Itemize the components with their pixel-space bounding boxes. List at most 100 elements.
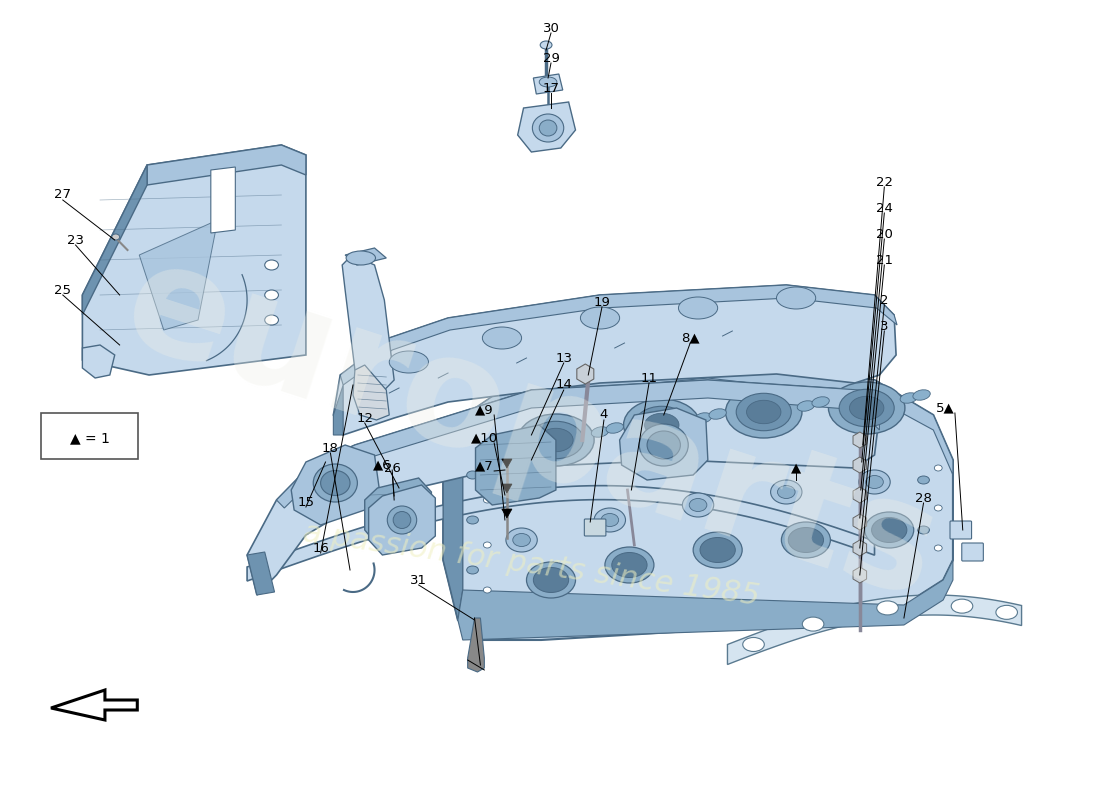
Ellipse shape (866, 475, 883, 489)
Ellipse shape (112, 234, 120, 240)
Ellipse shape (777, 287, 816, 309)
Ellipse shape (594, 508, 626, 532)
Text: 20: 20 (876, 227, 893, 241)
Text: 31: 31 (410, 574, 427, 586)
FancyBboxPatch shape (950, 521, 971, 539)
Ellipse shape (314, 464, 358, 502)
Ellipse shape (839, 390, 894, 426)
Ellipse shape (789, 527, 824, 553)
Text: 12: 12 (356, 411, 373, 425)
Ellipse shape (877, 601, 899, 615)
Text: ▲ = 1: ▲ = 1 (70, 431, 110, 445)
Ellipse shape (393, 511, 410, 529)
Text: a passion for parts since 1985: a passion for parts since 1985 (301, 518, 761, 611)
Ellipse shape (581, 307, 619, 329)
Polygon shape (82, 145, 306, 375)
Ellipse shape (606, 422, 624, 434)
Polygon shape (619, 408, 708, 480)
Ellipse shape (320, 470, 350, 495)
Ellipse shape (913, 390, 931, 400)
Polygon shape (345, 248, 386, 265)
Text: 5▲: 5▲ (936, 402, 955, 414)
Ellipse shape (389, 351, 429, 373)
Ellipse shape (742, 638, 764, 651)
Polygon shape (248, 486, 875, 581)
FancyBboxPatch shape (584, 519, 606, 536)
Ellipse shape (539, 428, 573, 452)
Text: ▲7: ▲7 (475, 459, 494, 473)
Ellipse shape (917, 526, 930, 534)
Text: 26: 26 (384, 462, 400, 474)
Text: ▲6: ▲6 (373, 458, 392, 471)
Ellipse shape (506, 528, 537, 552)
Ellipse shape (934, 465, 943, 471)
Polygon shape (727, 595, 1022, 665)
Text: 4: 4 (600, 409, 608, 422)
Text: 21: 21 (876, 254, 893, 266)
Text: 18: 18 (322, 442, 339, 454)
Text: 19: 19 (594, 295, 610, 309)
Ellipse shape (934, 505, 943, 511)
Text: ▲9: ▲9 (475, 403, 494, 417)
Ellipse shape (483, 542, 492, 548)
Text: europarts: europarts (107, 229, 956, 631)
Polygon shape (353, 365, 389, 420)
Polygon shape (534, 74, 563, 94)
Text: 13: 13 (556, 351, 572, 365)
Ellipse shape (612, 553, 647, 578)
Ellipse shape (771, 480, 802, 504)
Polygon shape (342, 255, 394, 390)
Ellipse shape (694, 413, 712, 423)
Ellipse shape (690, 498, 707, 511)
Text: ▲: ▲ (791, 462, 801, 474)
Text: 2: 2 (880, 294, 889, 306)
Ellipse shape (828, 382, 905, 434)
Ellipse shape (871, 518, 906, 542)
Ellipse shape (849, 396, 884, 420)
Ellipse shape (539, 77, 557, 87)
Polygon shape (292, 445, 379, 525)
Text: 24: 24 (876, 202, 893, 214)
Polygon shape (333, 385, 343, 435)
Ellipse shape (483, 587, 492, 593)
Text: 27: 27 (54, 189, 72, 202)
Polygon shape (51, 690, 138, 720)
Text: 17: 17 (542, 82, 560, 94)
Ellipse shape (466, 566, 478, 574)
Ellipse shape (679, 297, 717, 319)
Ellipse shape (624, 399, 700, 451)
Polygon shape (458, 560, 953, 640)
Ellipse shape (265, 315, 278, 325)
Polygon shape (82, 345, 114, 378)
Polygon shape (333, 285, 896, 435)
Ellipse shape (635, 406, 690, 444)
Polygon shape (368, 485, 436, 555)
Text: 22: 22 (876, 175, 893, 189)
Ellipse shape (532, 114, 563, 142)
Polygon shape (458, 360, 953, 475)
Ellipse shape (812, 397, 829, 407)
Ellipse shape (645, 414, 679, 437)
Ellipse shape (605, 547, 653, 583)
Text: 28: 28 (915, 491, 932, 505)
Ellipse shape (539, 120, 557, 136)
Ellipse shape (996, 606, 1018, 619)
Text: 16: 16 (312, 542, 329, 554)
Ellipse shape (865, 512, 914, 548)
Ellipse shape (518, 414, 594, 466)
Ellipse shape (265, 290, 278, 300)
Text: 3: 3 (880, 319, 889, 333)
Ellipse shape (639, 424, 689, 466)
Ellipse shape (917, 476, 930, 484)
Ellipse shape (483, 497, 492, 503)
Polygon shape (248, 552, 275, 595)
Ellipse shape (513, 534, 530, 546)
Polygon shape (147, 145, 306, 185)
Ellipse shape (781, 522, 830, 558)
FancyBboxPatch shape (41, 413, 139, 459)
Text: 30: 30 (542, 22, 560, 34)
Text: 15: 15 (297, 495, 315, 509)
Polygon shape (443, 420, 463, 620)
Ellipse shape (527, 562, 575, 598)
Ellipse shape (346, 251, 375, 265)
